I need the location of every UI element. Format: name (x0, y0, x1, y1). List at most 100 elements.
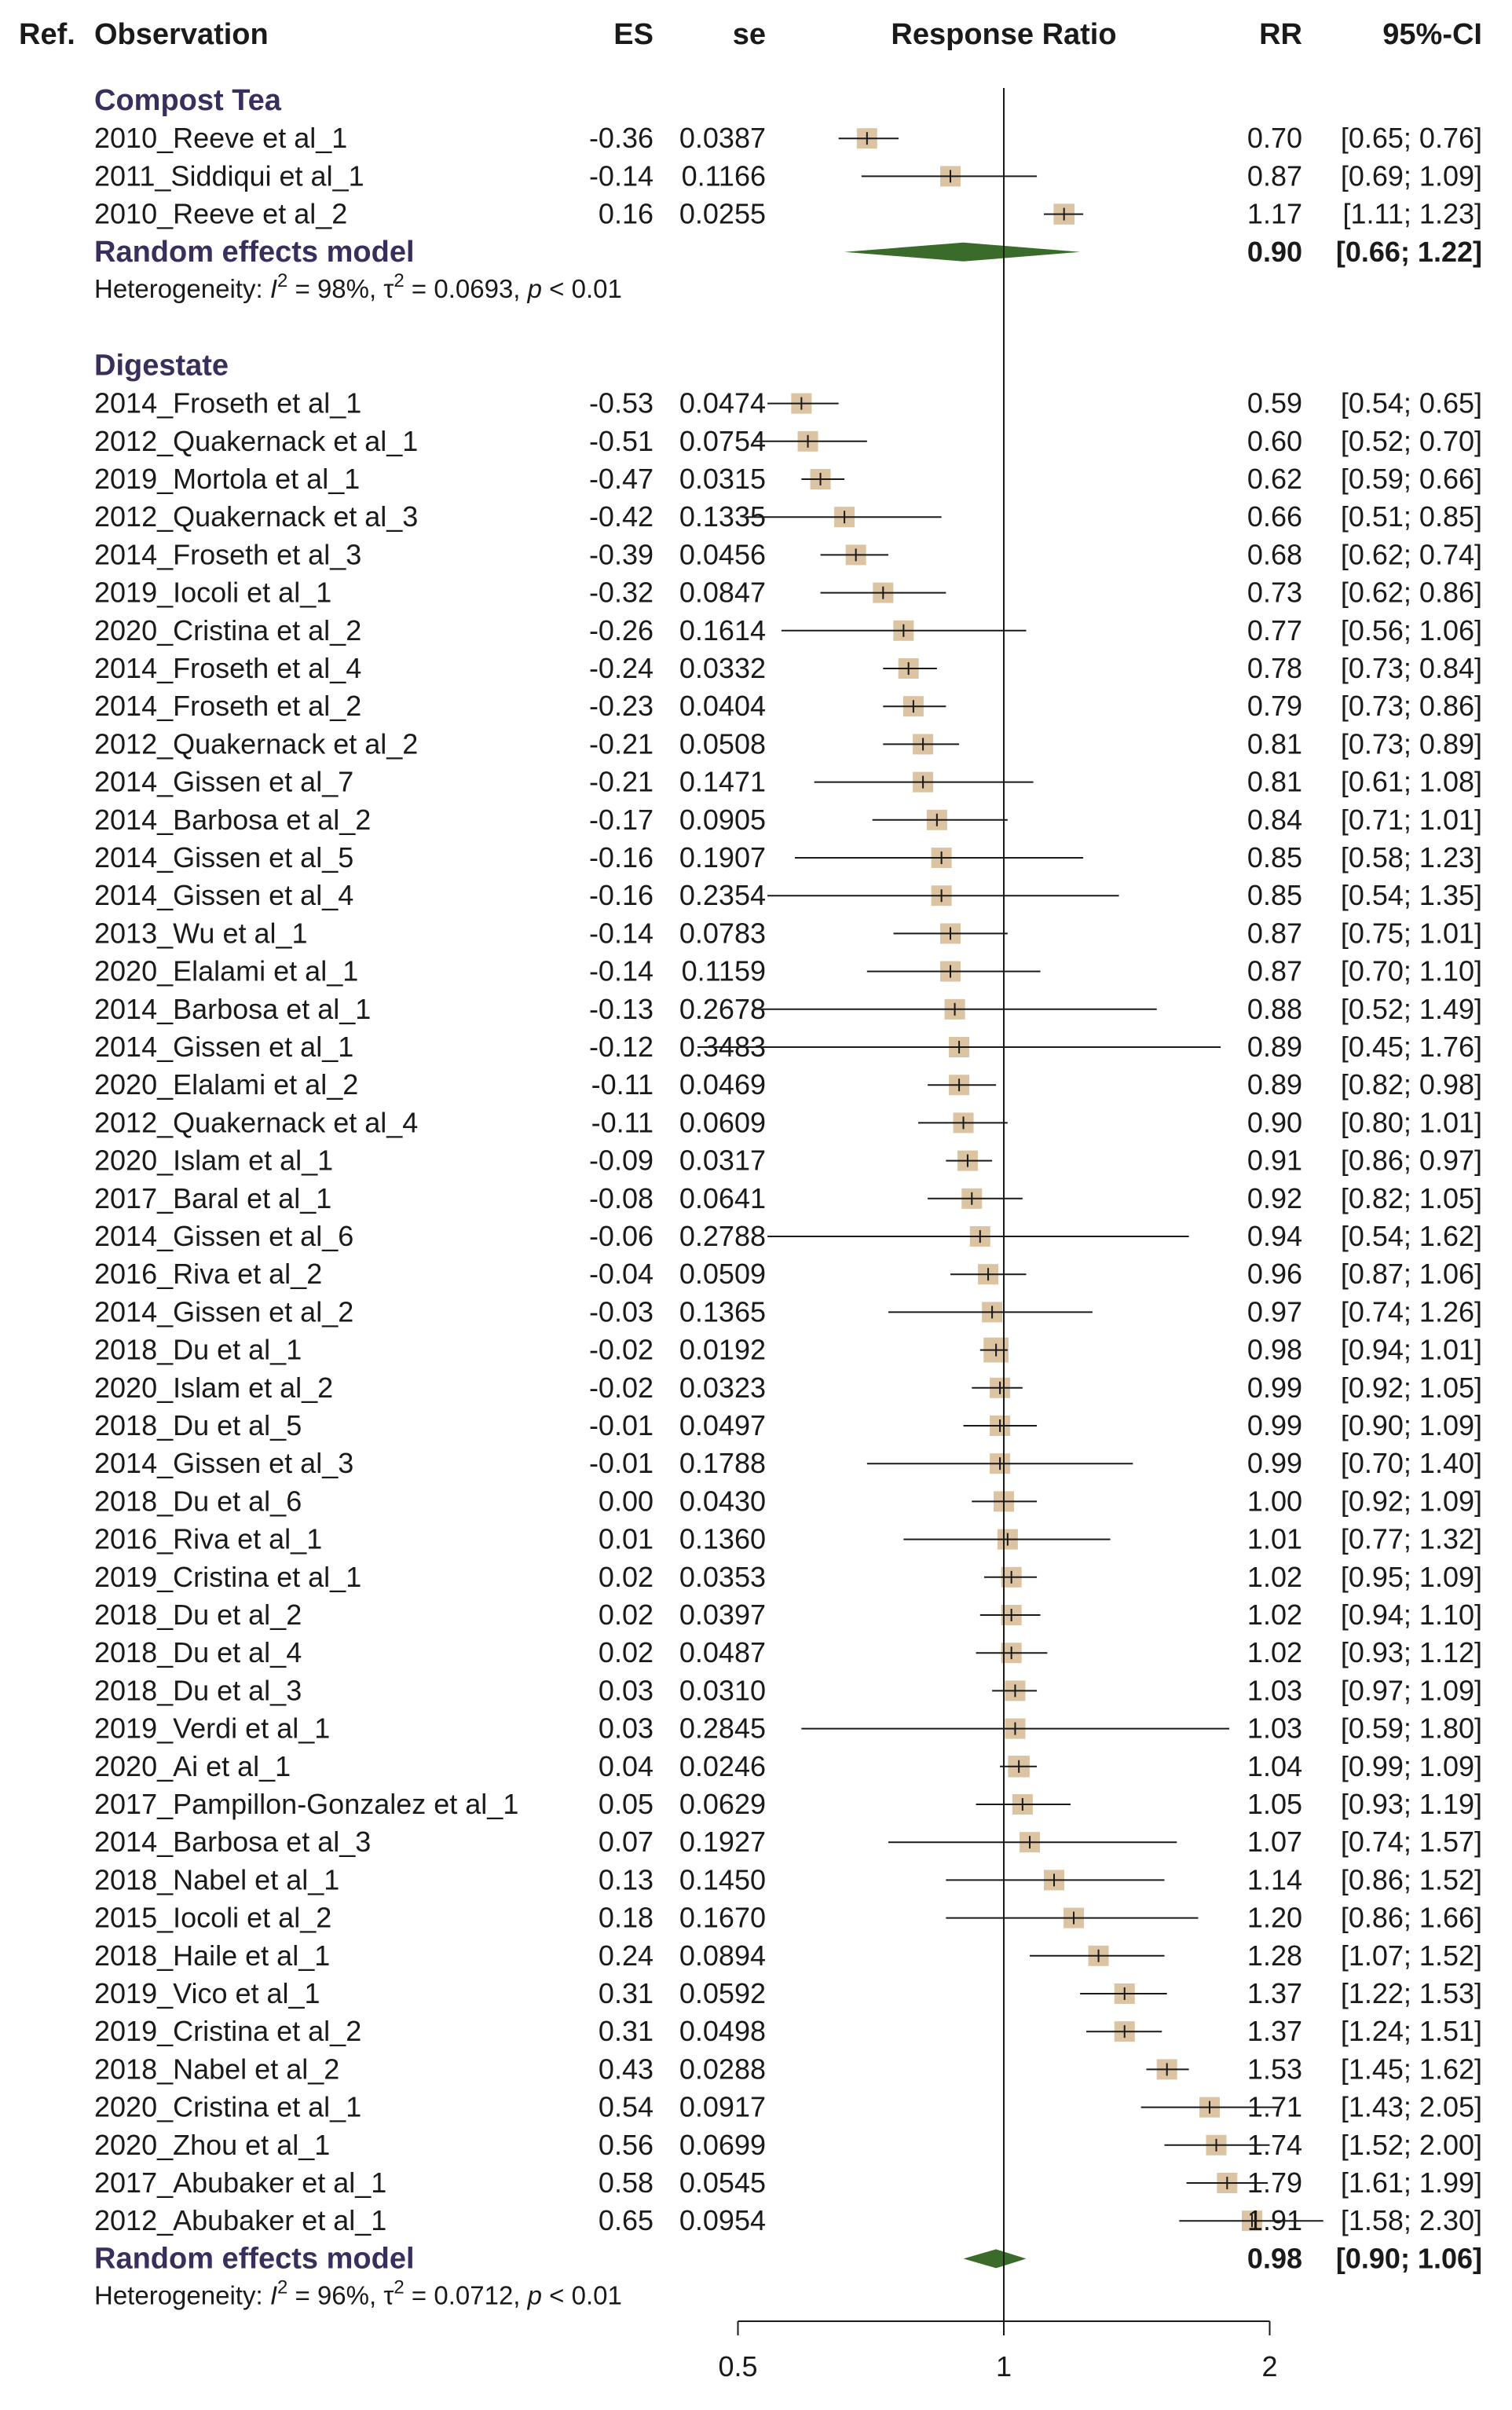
study-ci-value: [0.74; 1.26] (1341, 1295, 1482, 1328)
study-es-value: -0.14 (589, 159, 653, 192)
study-es-value: -0.16 (589, 841, 653, 874)
study-rr-value: 0.81 (1247, 766, 1302, 798)
study-se-value: 0.1166 (682, 159, 766, 192)
x-axis: 0.5 1 2 (718, 88, 1278, 2383)
study-es-value: 0.18 (599, 1902, 653, 1934)
study-se-value: 0.1788 (679, 1447, 766, 1479)
heterogeneity-p-val: < 0.01 (542, 2281, 622, 2310)
study-es-value: -0.16 (589, 879, 653, 911)
study-es-value: -0.42 (589, 500, 653, 533)
study-es-value: 0.16 (599, 198, 653, 230)
heterogeneity-p-val: < 0.01 (542, 274, 622, 303)
study-ci-value: [0.45; 1.76] (1341, 1031, 1482, 1063)
study-rr-value: 0.99 (1247, 1409, 1302, 1441)
study-ci-value: [1.43; 2.05] (1341, 2091, 1482, 2123)
study-ref-label: 2019_Verdi et al_1 (94, 1712, 330, 1745)
header-rr: RR (1259, 18, 1302, 51)
heterogeneity-p-sym: p (527, 2281, 542, 2310)
study-es-value: -0.03 (589, 1295, 653, 1328)
study-rr-value: 1.00 (1247, 1485, 1302, 1517)
heterogeneity-prefix: Heterogeneity: (94, 2281, 270, 2310)
study-ref-label: 2011_Siddiqui et al_1 (94, 159, 364, 192)
study-ref-label: 2018_Nabel et al_1 (94, 1863, 339, 1895)
study-rr-value: 0.99 (1247, 1447, 1302, 1479)
study-ci-value: [0.54; 1.35] (1341, 879, 1482, 911)
study-rr-value: 1.17 (1247, 198, 1302, 230)
study-es-value: 0.43 (599, 2053, 653, 2085)
study-es-value: -0.12 (589, 1031, 653, 1063)
header-observation: Observation (94, 18, 269, 51)
heterogeneity-tau-val: = 0.0693, (405, 274, 528, 303)
study-es-value: -0.06 (589, 1220, 653, 1252)
study-se-value: 0.0387 (679, 122, 766, 154)
heterogeneity-i2-val: = 98%, (287, 274, 383, 303)
group-title: Compost Tea (94, 84, 282, 117)
study-es-value: 0.13 (599, 1863, 653, 1895)
study-es-value: -0.32 (589, 577, 653, 609)
study-ci-value: [0.94; 1.01] (1341, 1334, 1482, 1366)
x-axis-tick-label: 1 (996, 2350, 1012, 2383)
study-es-value: -0.01 (589, 1409, 653, 1441)
study-rr-value: 0.98 (1247, 1334, 1302, 1366)
heterogeneity-tau-sym: τ (383, 2281, 394, 2310)
study-ref-label: 2014_Barbosa et al_2 (94, 804, 371, 836)
study-ci-value: [1.45; 1.62] (1341, 2053, 1482, 2085)
study-es-value: 0.05 (599, 1788, 653, 1820)
study-ref-label: 2020_Islam et al_1 (94, 1145, 333, 1177)
study-rr-value: 1.05 (1247, 1788, 1302, 1820)
study-rr-value: 0.79 (1247, 690, 1302, 722)
heterogeneity-sq: 2 (394, 270, 404, 291)
header-ci: 95%-CI (1382, 18, 1482, 51)
study-ci-value: [0.62; 0.86] (1341, 577, 1482, 609)
pooled-estimate-diamond (844, 242, 1081, 262)
study-se-value: 0.0469 (679, 1068, 766, 1101)
study-ci-value: [0.73; 0.84] (1341, 652, 1482, 684)
study-rr-value: 1.07 (1247, 1826, 1302, 1858)
study-ci-value: [0.94; 1.10] (1341, 1599, 1482, 1631)
study-ci-value: [0.58; 1.23] (1341, 841, 1482, 874)
study-se-value: 0.0315 (679, 463, 766, 495)
study-se-value: 0.0192 (679, 1334, 766, 1366)
study-se-value: 0.0353 (679, 1561, 766, 1593)
study-ci-value: [0.69; 1.09] (1341, 159, 1482, 192)
study-ci-value: [0.90; 1.09] (1341, 1409, 1482, 1441)
study-ci-value: [0.71; 1.01] (1341, 804, 1482, 836)
study-ci-value: [0.52; 0.70] (1341, 425, 1482, 457)
study-ref-label: 2020_Zhou et al_1 (94, 2129, 330, 2161)
study-se-value: 0.1927 (679, 1826, 766, 1858)
study-ref-label: 2019_Iocoli et al_1 (94, 577, 331, 609)
study-se-value: 0.1907 (679, 841, 766, 874)
study-ref-label: 2017_Baral et al_1 (94, 1182, 331, 1214)
study-ref-label: 2012_Quakernack et al_2 (94, 727, 418, 760)
study-se-value: 0.0783 (679, 917, 766, 949)
study-ref-label: 2014_Froseth et al_2 (94, 690, 361, 722)
study-rr-value: 0.78 (1247, 652, 1302, 684)
study-es-value: -0.08 (589, 1182, 653, 1214)
study-rr-value: 0.77 (1247, 614, 1302, 646)
study-ref-label: 2017_Pampillon-Gonzalez et al_1 (94, 1788, 518, 1820)
study-ci-value: [0.70; 1.40] (1341, 1447, 1482, 1479)
study-es-value: -0.13 (589, 993, 653, 1025)
study-es-value: -0.51 (589, 425, 653, 457)
study-se-value: 0.0487 (679, 1636, 766, 1668)
study-ci-value: [0.86; 1.66] (1341, 1902, 1482, 1934)
study-se-value: 0.0397 (679, 1599, 766, 1631)
study-ci-value: [0.59; 1.80] (1341, 1712, 1482, 1745)
study-es-value: 0.02 (599, 1561, 653, 1593)
study-ref-label: 2018_Du et al_3 (94, 1674, 302, 1706)
pooled-rr-value: 0.90 (1247, 236, 1302, 268)
study-rr-value: 1.04 (1247, 1750, 1302, 1782)
study-es-value: -0.21 (589, 766, 653, 798)
group-title: Digestate (94, 349, 229, 382)
study-es-value: 0.03 (599, 1712, 653, 1745)
study-se-value: 0.0545 (679, 2166, 766, 2199)
study-rr-value: 0.90 (1247, 1106, 1302, 1138)
study-es-value: 0.03 (599, 1674, 653, 1706)
study-es-value: -0.02 (589, 1372, 653, 1404)
study-se-value: 0.0847 (679, 577, 766, 609)
study-rr-value: 1.02 (1247, 1561, 1302, 1593)
study-ci-value: [0.52; 1.49] (1341, 993, 1482, 1025)
study-ci-value: [1.61; 1.99] (1341, 2166, 1482, 2199)
study-ci-value: [0.82; 0.98] (1341, 1068, 1482, 1101)
study-rr-value: 0.60 (1247, 425, 1302, 457)
